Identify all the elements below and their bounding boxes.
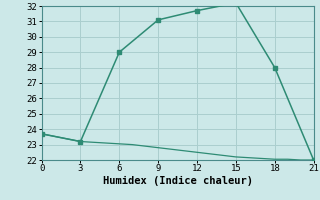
X-axis label: Humidex (Indice chaleur): Humidex (Indice chaleur) xyxy=(103,176,252,186)
